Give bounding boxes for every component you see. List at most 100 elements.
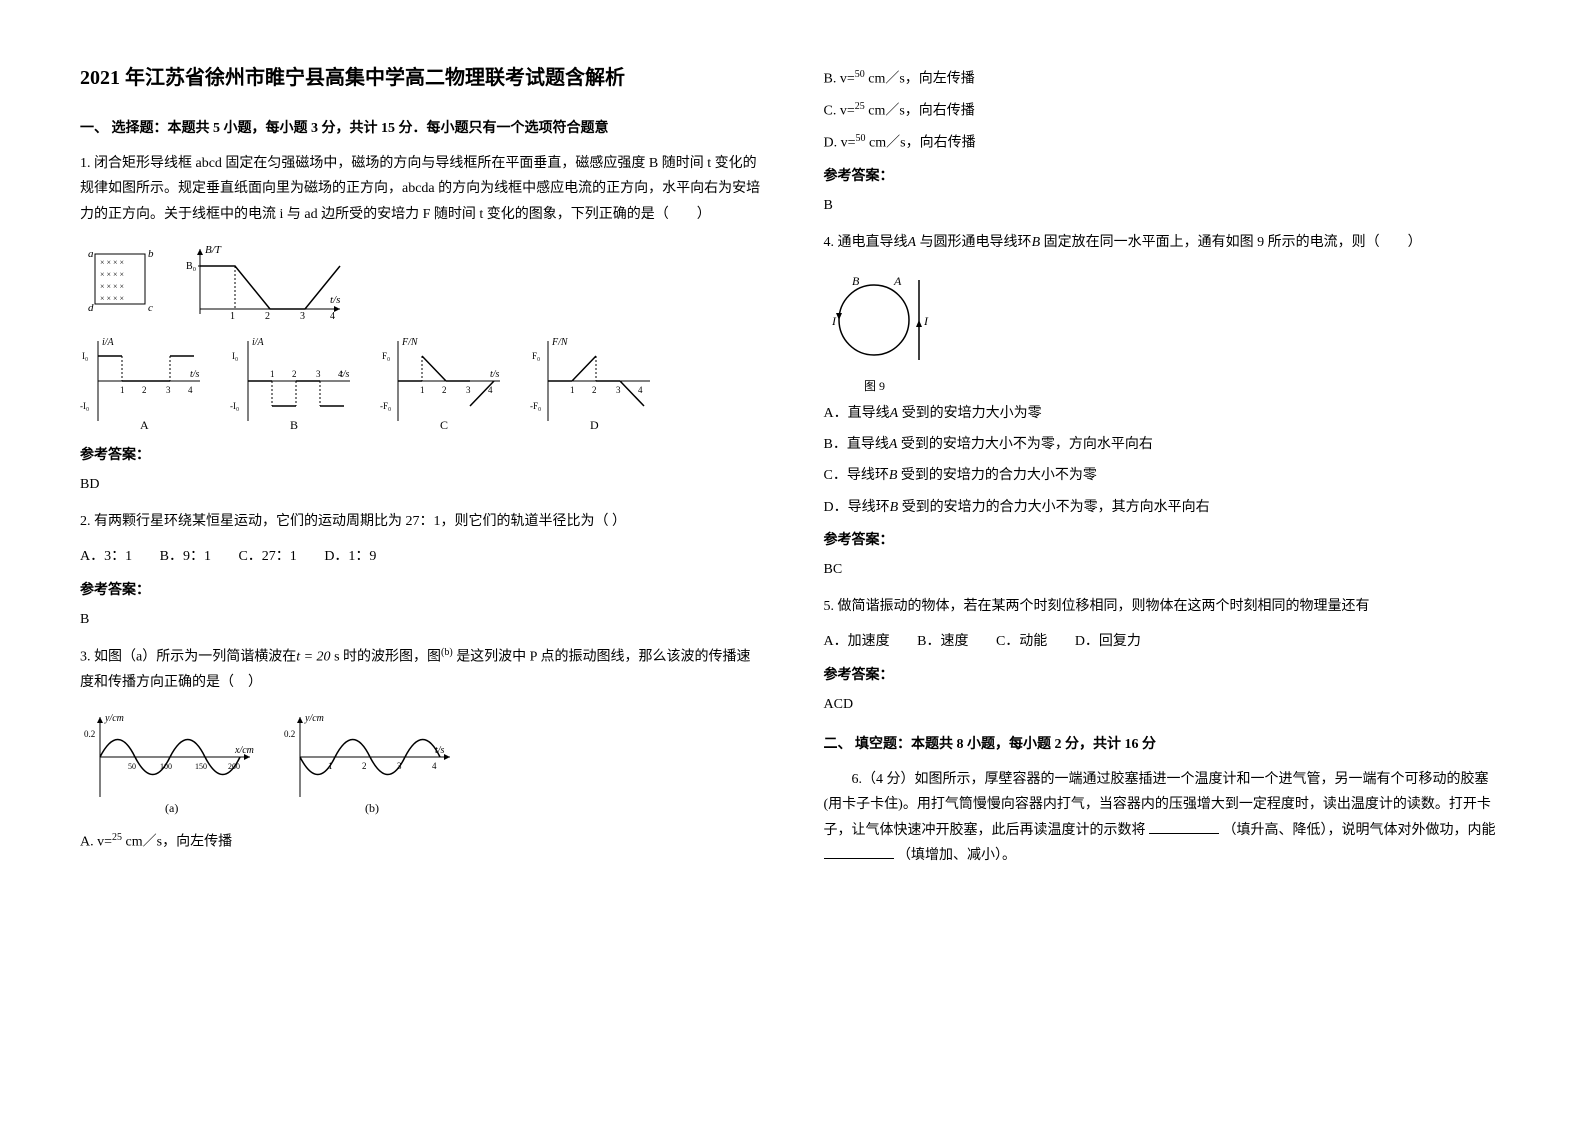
svg-text:× × × ×: × × × × (100, 282, 124, 291)
svg-text:4: 4 (638, 385, 643, 395)
section1-heading: 一、 选择题：本题共 5 小题，每小题 3 分，共计 15 分．每小题只有一个选… (80, 116, 764, 141)
q2-opt-d: D．1：9 (324, 549, 376, 564)
svg-text:× × × ×: × × × × (100, 270, 124, 279)
svg-text:y/cm: y/cm (304, 713, 324, 724)
svg-text:0.2: 0.2 (84, 729, 95, 739)
svg-text:1: 1 (570, 385, 575, 395)
svg-text:0.2: 0.2 (284, 729, 295, 739)
svg-text:-F₀: -F₀ (530, 401, 541, 411)
q6-hint2: （填增加、减小）。 (897, 848, 1016, 863)
q4-opt-b: B．直导线A 受到的安培力大小不为零，方向水平向右 (824, 432, 1508, 457)
q4-text: 4. 通电直导线A 与圆形通电导线环B 固定放在同一水平面上，通有如图 9 所示… (824, 230, 1508, 255)
svg-text:x/cm: x/cm (234, 745, 254, 756)
q1-choices-graphs: i/A t/s I₀ -I₀ 1234 A i/A t/s I₀ -I₀ 123… (80, 331, 764, 431)
q3-opt-a: A. v=25 cm／s，向左传播 (80, 829, 764, 855)
svg-text:150: 150 (195, 762, 207, 771)
svg-text:-I₀: -I₀ (80, 401, 89, 411)
q4-opt-c: C．导线环B 受到的安培力的合力大小不为零 (824, 463, 1508, 488)
q1-bt-graph-icon: B/T t/s B₀ 1 2 3 4 (180, 239, 350, 319)
svg-text:A: A (893, 274, 902, 288)
svg-text:2: 2 (265, 311, 270, 319)
svg-text:2: 2 (362, 761, 367, 771)
q6-blank1 (1149, 820, 1219, 834)
q3-text-mid: s 时的波形图，图 (331, 650, 441, 665)
svg-text:d: d (88, 302, 94, 314)
q4-opt-d: D．导线环B 受到的安培力的合力大小不为零，其方向水平向右 (824, 495, 1508, 520)
svg-text:A: A (140, 418, 149, 431)
q3-fig-a: y/cm x/cm 0.2 50 100 150 200 (a) (80, 707, 260, 817)
svg-text:× × × ×: × × × × (100, 294, 124, 303)
q5-options: A．加速度 B．速度 C．动能 D．回复力 (824, 629, 1508, 654)
q3-opt-c: C. v=25 cm／s，向右传播 (824, 98, 1508, 124)
q5-opt-d: D．回复力 (1075, 634, 1141, 649)
svg-text:3: 3 (166, 385, 171, 395)
svg-text:B: B (852, 274, 860, 288)
svg-text:1: 1 (420, 385, 425, 395)
svg-text:I₀: I₀ (232, 351, 238, 361)
q3-text-pre: 3. 如图（a）所示为一列简谐横波在 (80, 650, 296, 665)
svg-text:1: 1 (328, 761, 333, 771)
svg-text:2: 2 (592, 385, 597, 395)
page-title: 2021 年江苏省徐州市睢宁县高集中学高二物理联考试题含解析 (80, 60, 764, 96)
svg-text:2: 2 (292, 369, 297, 379)
svg-text:i/A: i/A (252, 337, 265, 348)
svg-text:50: 50 (128, 762, 136, 771)
svg-text:3: 3 (397, 761, 402, 771)
q2-options: A．3：1 B．9：1 C．27：1 D．1：9 (80, 544, 764, 569)
q6-blank2 (824, 845, 894, 859)
svg-text:-F₀: -F₀ (380, 401, 391, 411)
q2-text: 2. 有两颗行星环绕某恒星运动，它们的运动周期比为 27：1，则它们的轨道半径比… (80, 509, 764, 534)
svg-text:B: B (290, 418, 298, 431)
q3-opt-b: B. v=50 cm／s，向左传播 (824, 66, 1508, 92)
svg-text:4: 4 (338, 369, 343, 379)
svg-text:F/N: F/N (551, 337, 569, 348)
svg-text:200: 200 (228, 762, 240, 771)
svg-text:2: 2 (142, 385, 147, 395)
svg-text:t/s: t/s (330, 294, 340, 306)
svg-text:3: 3 (616, 385, 621, 395)
svg-text:c: c (148, 302, 153, 314)
q4-opt-a: A．直导线A 受到的安培力大小为零 (824, 401, 1508, 426)
svg-text:4: 4 (432, 761, 437, 771)
q4-answer: BC (824, 557, 1508, 582)
q2-opt-a: A．3：1 (80, 549, 132, 564)
svg-text:4: 4 (188, 385, 193, 395)
q1-figure-top: a b c d × × × × × × × × × × × × × × × × … (80, 239, 764, 319)
svg-text:× × × ×: × × × × (100, 258, 124, 267)
svg-text:y/cm: y/cm (104, 713, 124, 724)
svg-text:I: I (923, 314, 929, 328)
q4-ref: 参考答案： (824, 528, 1508, 553)
svg-text:(b): (b) (365, 801, 379, 815)
svg-text:F₀: F₀ (532, 351, 540, 361)
svg-text:-I₀: -I₀ (230, 401, 239, 411)
q3-ref: 参考答案： (824, 164, 1508, 189)
svg-text:t/s: t/s (490, 369, 500, 380)
q1-text: 1. 闭合矩形导线框 abcd 固定在匀强磁场中，磁场的方向与导线框所在平面垂直… (80, 151, 764, 227)
q5-opt-c: C．动能 (996, 634, 1047, 649)
svg-text:4: 4 (330, 311, 335, 319)
svg-text:1: 1 (120, 385, 125, 395)
right-column: B. v=50 cm／s，向左传播 C. v=25 cm／s，向右传播 D. v… (824, 60, 1508, 1062)
left-column: 2021 年江苏省徐州市睢宁县高集中学高二物理联考试题含解析 一、 选择题：本题… (80, 60, 764, 1062)
q5-answer: ACD (824, 692, 1508, 717)
q1-ref: 参考答案： (80, 443, 764, 468)
svg-text:t/s: t/s (190, 369, 200, 380)
q3-t20: t = 20 (296, 650, 330, 665)
q1-choice-d-graph: F/N F₀ -F₀ 1234 D (530, 331, 660, 431)
q2-ref: 参考答案： (80, 578, 764, 603)
q5-opt-b: B．速度 (917, 634, 968, 649)
svg-text:4: 4 (488, 385, 493, 395)
svg-text:1: 1 (270, 369, 275, 379)
svg-text:3: 3 (466, 385, 471, 395)
svg-text:B₀: B₀ (186, 261, 197, 272)
q5-opt-a: A．加速度 (824, 634, 890, 649)
q6-hint1: （填升高、降低），说明气体对外做功，内能 (1223, 823, 1496, 838)
q3-text: 3. 如图（a）所示为一列简谐横波在t = 20 s 时的波形图，图(b) 是这… (80, 644, 764, 695)
q2-opt-b: B．9：1 (160, 549, 211, 564)
q1-choice-b-graph: i/A t/s I₀ -I₀ 1234 B (230, 331, 360, 431)
svg-text:3: 3 (300, 311, 305, 319)
q3-opt-d: D. v=50 cm／s，向右传播 (824, 130, 1508, 156)
svg-text:I: I (831, 314, 837, 328)
q5-text: 5. 做简谐振动的物体，若在某两个时刻位移相同，则物体在这两个时刻相同的物理量还… (824, 594, 1508, 619)
q3-b-sup: (b) (441, 647, 453, 658)
